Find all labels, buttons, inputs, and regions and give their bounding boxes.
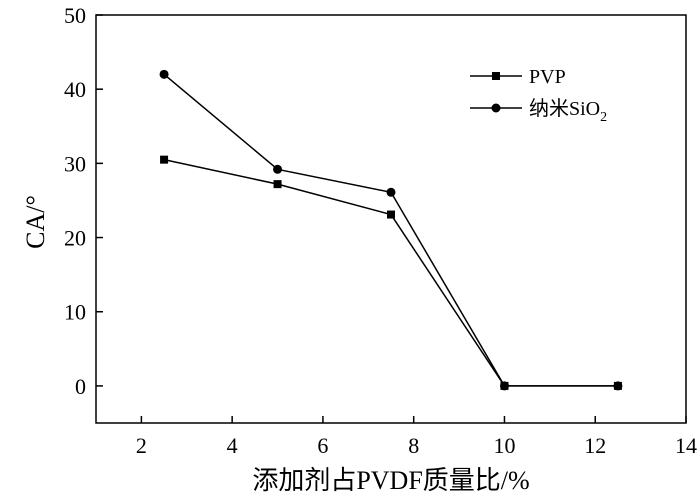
- data-point-sio2: [273, 164, 283, 174]
- legend-marker-sio2: [491, 103, 501, 113]
- legend-label-sio2: 纳米SiO2: [529, 97, 607, 125]
- x-axis-ticks: 2 4 6 8 10 12 14: [136, 416, 697, 458]
- series-lines: [163, 73, 618, 387]
- data-point-sio2: [499, 381, 509, 391]
- data-point-pvp: [273, 180, 282, 189]
- x-axis-title: 添加剂占PVDF质量比/%: [252, 466, 529, 495]
- y-tick-label: 10: [64, 300, 86, 325]
- x-tick-label: 8: [408, 433, 419, 458]
- legend-marker-pvp: [492, 72, 500, 80]
- legend-label-sio2-subscript: 2: [600, 110, 607, 125]
- y-tick-label: 20: [64, 226, 86, 251]
- x-tick-label: 2: [136, 433, 147, 458]
- y-tick-label: 30: [64, 151, 86, 176]
- x-tick-label: 4: [227, 433, 238, 458]
- y-tick-label: 40: [64, 77, 86, 102]
- x-tick-label: 10: [493, 433, 515, 458]
- y-tick-label: 0: [75, 374, 86, 399]
- data-point-pvp: [160, 155, 169, 164]
- series-markers: [159, 69, 623, 391]
- legend-label-sio2-main: 纳米SiO: [529, 97, 600, 120]
- series-line-sio2: [163, 73, 618, 387]
- plot-frame: [95, 14, 687, 424]
- x-tick-label: 6: [317, 433, 328, 458]
- data-point-sio2: [159, 69, 169, 79]
- legend-label-pvp: PVP: [529, 66, 566, 88]
- x-tick-label: 12: [584, 433, 606, 458]
- x-tick-label: 14: [675, 433, 697, 458]
- data-point-sio2: [386, 187, 396, 197]
- y-axis-ticks: 0 10 20 30 40 50: [64, 3, 103, 399]
- data-point-pvp: [387, 210, 395, 219]
- data-point-sio2: [613, 381, 623, 391]
- y-axis-title: CA/°: [21, 195, 50, 249]
- legend: PVP 纳米SiO2: [470, 66, 607, 125]
- y-tick-label: 50: [64, 3, 86, 28]
